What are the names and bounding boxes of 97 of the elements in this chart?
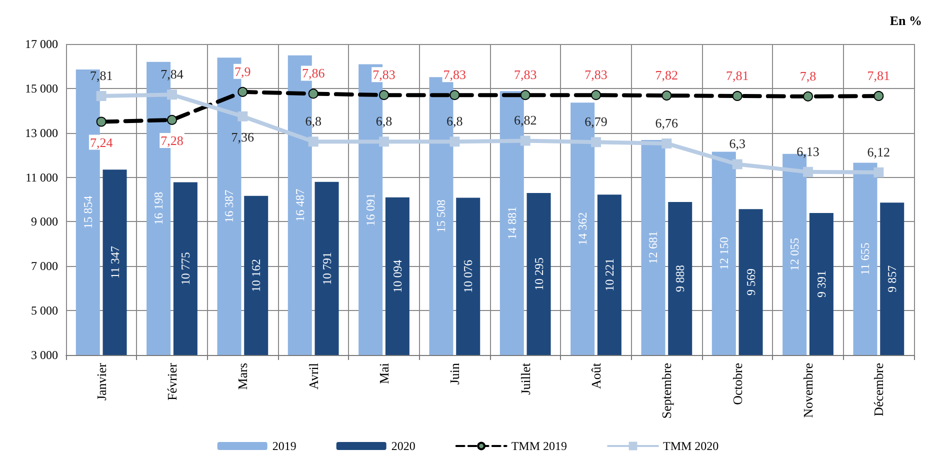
point — [450, 136, 460, 147]
data-label: 6,8 — [376, 114, 392, 129]
data-label: 7,81 — [90, 68, 113, 83]
data-label: 15 854 — [80, 196, 95, 229]
data-label: 12 681 — [646, 230, 660, 264]
data-label: 7,36 — [231, 129, 255, 144]
x-tick-label: Janvier — [94, 362, 109, 401]
point — [308, 88, 318, 99]
y-tick-label: 7 000 — [31, 259, 58, 274]
point — [167, 114, 177, 125]
x-tick-label: Juin — [447, 362, 462, 385]
point — [591, 90, 601, 100]
point — [662, 90, 672, 101]
data-label: 6,12 — [867, 144, 890, 160]
data-label: 7,84 — [160, 66, 184, 82]
data-label: 12 150 — [716, 236, 731, 270]
y-tick-label: 5 000 — [31, 304, 58, 318]
point — [874, 167, 884, 178]
data-label: 9 888 — [673, 264, 688, 292]
y-tick-label: 3 000 — [31, 348, 58, 362]
y-tick-label: 13 000 — [25, 126, 58, 140]
point — [96, 90, 106, 101]
point — [803, 166, 813, 177]
data-label: 16 487 — [292, 188, 307, 222]
data-label: 14 362 — [576, 212, 590, 246]
data-label: 7,28 — [160, 132, 184, 148]
point — [96, 116, 106, 127]
data-label: 6,82 — [514, 112, 537, 128]
point — [520, 136, 530, 146]
data-label: 10 791 — [320, 252, 334, 285]
x-tick-label: Août — [588, 362, 604, 389]
legend-label: TMM 2019 — [511, 439, 567, 453]
data-label: 10 076 — [461, 260, 476, 293]
x-tick-label: Mars — [235, 363, 250, 390]
data-label: 7,83 — [443, 67, 466, 82]
data-label: 12 055 — [788, 238, 802, 271]
data-label: 10 162 — [249, 258, 264, 292]
data-label: 7,9 — [234, 64, 251, 79]
data-label: 16 198 — [152, 192, 166, 225]
x-tick-label: Avril — [306, 362, 321, 390]
data-label: 16 387 — [222, 190, 236, 223]
point — [732, 159, 742, 170]
point — [308, 136, 318, 147]
data-label: 10 221 — [602, 258, 616, 292]
data-label: 11 347 — [108, 246, 122, 279]
point — [591, 137, 601, 148]
point — [379, 136, 389, 147]
point — [238, 111, 248, 122]
point — [379, 90, 389, 100]
legend-label: 2019 — [272, 439, 296, 453]
data-label: 9 569 — [744, 268, 758, 296]
data-label: 7,83 — [372, 67, 396, 82]
data-label: 16 091 — [364, 193, 378, 226]
data-label: 7,83 — [584, 67, 608, 82]
x-tick-label: Décembre — [871, 362, 886, 416]
y-tick-label: 9 000 — [31, 214, 58, 229]
data-label: 7,86 — [302, 66, 326, 81]
point — [662, 138, 672, 148]
data-label: 6,8 — [446, 114, 463, 129]
y-tick-label: 15 000 — [25, 81, 58, 96]
data-label: 6,8 — [305, 114, 322, 129]
data-label: 6,3 — [729, 136, 746, 152]
data-label: 10 295 — [532, 257, 546, 290]
data-label: 15 508 — [434, 200, 448, 233]
point — [520, 90, 530, 100]
x-tick-label: Septembre — [659, 362, 674, 419]
data-label: 10 775 — [178, 252, 192, 286]
data-label: 7,81 — [726, 68, 749, 83]
data-label: 6,76 — [655, 115, 679, 130]
data-label: 10 094 — [390, 260, 404, 293]
point — [874, 90, 884, 101]
x-tick-label: Mai — [376, 362, 392, 384]
x-tick-label: Novembre — [800, 362, 816, 418]
data-label: 14 881 — [504, 206, 519, 240]
y-tick-label: 11 000 — [25, 170, 58, 184]
legend-label: 2020 — [391, 439, 416, 453]
data-label: 7,24 — [90, 134, 114, 150]
text: En % — [890, 13, 922, 28]
x-tick-label: Octobre — [730, 362, 745, 405]
data-label: 6,13 — [796, 144, 820, 159]
point — [803, 91, 813, 102]
data-label: 11 655 — [858, 242, 872, 276]
data-label: 7,82 — [655, 68, 678, 83]
x-tick-label: Février — [164, 362, 180, 401]
data-label: 9 857 — [885, 265, 900, 292]
data-label: 7,8 — [800, 68, 816, 84]
y-tick-label: 17 000 — [25, 37, 58, 51]
point — [167, 90, 177, 100]
point — [450, 90, 460, 100]
point — [732, 90, 742, 101]
legend-label: TMM 2020 — [663, 439, 719, 453]
x-tick-label: Juillet — [518, 362, 533, 395]
data-label: 9 391 — [814, 270, 828, 298]
data-label: 7,81 — [867, 68, 890, 83]
data-label: 6,79 — [584, 114, 608, 130]
point — [238, 86, 248, 97]
data-label: 7,83 — [514, 67, 537, 82]
